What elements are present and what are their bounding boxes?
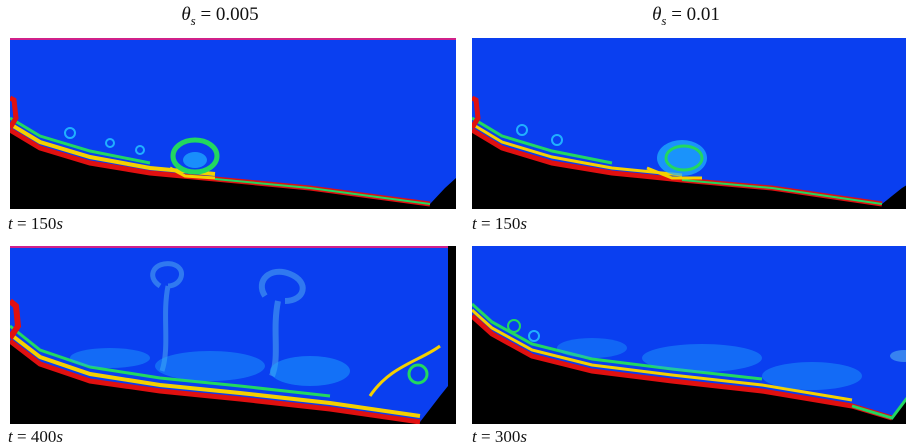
t-value: = 150 xyxy=(480,214,521,233)
t-value: = 300 xyxy=(480,427,521,446)
time-label-bottom-left: t = 400s xyxy=(8,427,63,447)
t-symbol: t xyxy=(472,214,477,233)
t-symbol: t xyxy=(8,427,13,446)
simulation-panel-top-right xyxy=(472,38,906,209)
simulation-panel-bottom-left xyxy=(10,246,456,424)
t-unit: s xyxy=(520,427,527,446)
column-title-left: θs = 0.005 xyxy=(0,4,440,29)
t-unit: s xyxy=(56,427,63,446)
time-label-top-left: t = 150s xyxy=(8,214,63,234)
theta-subscript: s xyxy=(661,12,667,28)
t-unit: s xyxy=(520,214,527,233)
time-label-bottom-right: t = 300s xyxy=(472,427,527,447)
t-symbol: t xyxy=(472,427,477,446)
simulation-panel-bottom-right xyxy=(472,246,906,424)
t-value: = 400 xyxy=(16,427,57,446)
theta-subscript: s xyxy=(190,12,196,28)
column-title-right: θs = 0.01 xyxy=(466,4,906,29)
t-value: = 150 xyxy=(16,214,57,233)
t-symbol: t xyxy=(8,214,13,233)
theta-symbol: θ xyxy=(181,4,191,25)
simulation-panel-top-left xyxy=(10,38,456,209)
t-unit: s xyxy=(56,214,63,233)
theta-value: = 0.01 xyxy=(671,4,720,25)
theta-symbol: θ xyxy=(652,4,662,25)
theta-value: = 0.005 xyxy=(200,4,259,25)
time-label-top-right: t = 150s xyxy=(472,214,527,234)
